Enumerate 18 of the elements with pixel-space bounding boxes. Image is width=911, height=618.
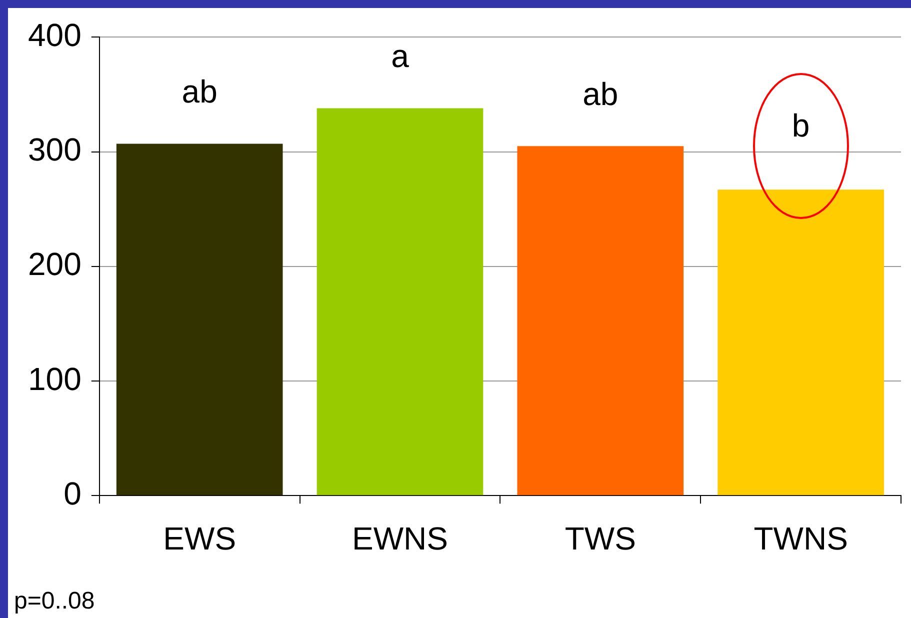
- y-tick-label: 400: [28, 17, 82, 54]
- x-tick-label: TWS: [564, 520, 636, 557]
- annotation: ab: [582, 76, 618, 112]
- bar: [517, 146, 684, 496]
- bar: [316, 108, 484, 496]
- bar: [116, 144, 283, 496]
- x-tick-label: EWS: [163, 520, 236, 557]
- bar: [718, 190, 884, 496]
- annotation: b: [792, 107, 810, 144]
- y-tick-label: 200: [28, 246, 82, 282]
- text: p=0..08: [14, 588, 95, 615]
- x-tick-label: EWNS: [352, 520, 448, 557]
- y-tick-label: 0: [64, 475, 82, 512]
- y-tick-label: 100: [28, 360, 82, 397]
- annotation: ab: [182, 74, 218, 110]
- y-tick-label: 300: [28, 132, 82, 168]
- annotation: a: [391, 38, 410, 74]
- x-tick-label: TWNS: [754, 520, 848, 557]
